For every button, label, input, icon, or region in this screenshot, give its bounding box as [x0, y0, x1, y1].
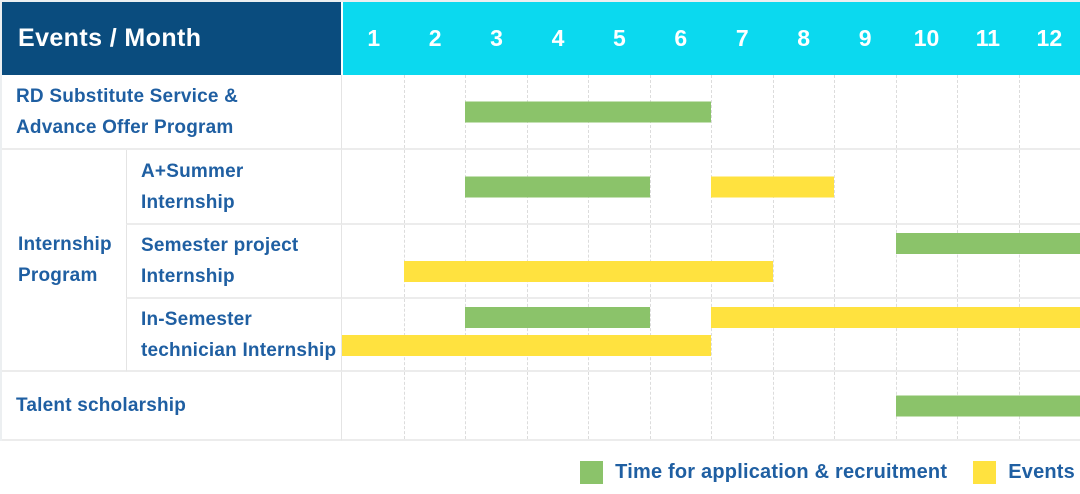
month-gridline: [772, 225, 774, 297]
month-label: 7: [735, 25, 749, 51]
events-month-gantt-table: Events / Month 1 2 3 4 5 6 7 8 9 10 11 12 RD Substi…: [0, 0, 1080, 441]
bar-application-recruitment: [465, 176, 650, 197]
month-gridline: [711, 75, 712, 148]
month-gridline: [711, 372, 712, 439]
bar-events: [711, 176, 834, 197]
yellow-swatch-icon: [973, 460, 997, 484]
legend-item-application-recruitment: Time for application & recruitment: [580, 460, 948, 484]
chart-row-semester-project: [341, 225, 1080, 299]
month-gridline: [895, 150, 897, 223]
month-gridline: [772, 372, 774, 439]
bar-application-recruitment: [465, 307, 650, 328]
month-gridline: [403, 75, 405, 148]
month-gridline: [1018, 299, 1020, 370]
month-label: 10: [913, 25, 940, 51]
row-label-semester-project: Semester project Internship: [126, 225, 341, 299]
bar-events: [711, 307, 1080, 328]
row-label-a-plus-summer: A+Summer Internship: [126, 150, 341, 225]
row-label-rd-substitute: RD Substitute Service & Advance Offer Pr…: [2, 75, 341, 150]
month-gridline: [895, 299, 897, 370]
month-gridline: [465, 372, 466, 439]
bar-application-recruitment: [465, 101, 711, 122]
month-gridline: [588, 299, 589, 370]
month-gridline: [834, 299, 835, 370]
bar-events: [342, 335, 711, 356]
month-gridline: [588, 372, 589, 439]
month-gridline: [1018, 150, 1020, 223]
month-gridline: [649, 299, 651, 370]
month-label: 4: [551, 25, 565, 51]
bar-application-recruitment: [895, 233, 1080, 254]
month-gridline: [526, 372, 528, 439]
bar-application-recruitment: [895, 395, 1080, 416]
chart-row-a-plus-summer: [341, 150, 1080, 225]
legend-item-events: Events: [973, 460, 1075, 484]
month-gridline: [834, 372, 835, 439]
month-label: 8: [797, 25, 811, 51]
group-label-internship-program: Internship Program: [2, 150, 126, 372]
legend-label-application-recruitment: Time for application & recruitment: [615, 460, 948, 483]
green-swatch-icon: [580, 460, 604, 484]
month-label: 6: [674, 25, 688, 51]
bar-events: [403, 261, 773, 282]
month-label: 5: [613, 25, 626, 51]
month-gridline: [895, 225, 897, 297]
chart-row-rd-substitute: [341, 75, 1080, 150]
month-gridline: [834, 75, 835, 148]
month-gridline: [772, 75, 774, 148]
month-label: 11: [975, 25, 1001, 51]
month-gridline: [711, 299, 712, 370]
month-gridline: [403, 150, 405, 223]
month-label: 2: [428, 25, 442, 51]
table-title-cell: Events / Month: [2, 2, 341, 75]
month-label: 9: [858, 25, 872, 51]
month-gridline: [957, 150, 958, 223]
row-label-in-semester-technician: In-Semester technician Internship: [126, 299, 341, 372]
month-label: 3: [490, 25, 503, 51]
month-gridline: [1018, 225, 1020, 297]
month-gridline: [403, 299, 405, 370]
legend: Time for application & recruitment Event…: [580, 456, 1075, 488]
month-gridline: [895, 75, 897, 148]
month-label: 1: [367, 25, 381, 51]
month-gridline: [772, 299, 774, 370]
month-gridline: [834, 225, 835, 297]
months-header: 1 2 3 4 5 6 7 8 9 10 11 12: [341, 2, 1080, 75]
month-gridline: [957, 225, 958, 297]
month-gridline: [403, 372, 405, 439]
chart-row-in-semester-technician: [341, 299, 1080, 372]
month-gridline: [1018, 75, 1020, 148]
month-label: 12: [1036, 25, 1063, 51]
month-gridline: [957, 299, 958, 370]
row-label-talent-scholarship: Talent scholarship: [2, 372, 341, 441]
month-gridline: [465, 299, 466, 370]
month-gridline: [649, 150, 651, 223]
month-gridline: [649, 372, 651, 439]
month-gridline: [957, 75, 958, 148]
chart-row-talent-scholarship: [341, 372, 1080, 441]
table-title: Events / Month: [18, 24, 202, 52]
legend-label-events: Events: [1008, 460, 1075, 483]
month-gridline: [526, 299, 528, 370]
month-gridline: [834, 150, 835, 223]
